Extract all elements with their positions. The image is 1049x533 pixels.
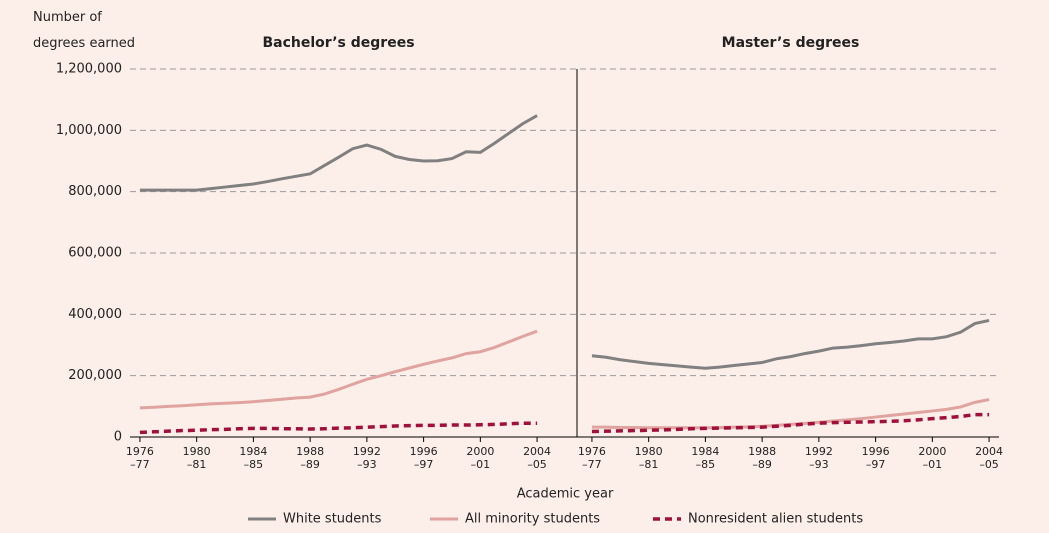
series-line bbox=[139, 329, 538, 410]
x-tick-label: 1992 –93 bbox=[353, 445, 381, 471]
x-tick-label: 1980 –81 bbox=[635, 445, 663, 471]
legend-label: Nonresident alien students bbox=[688, 512, 863, 527]
legend-item: Nonresident alien students bbox=[653, 512, 863, 527]
panel-title: Master’s degrees bbox=[722, 35, 860, 51]
series-line bbox=[591, 319, 990, 370]
y-tick-label: 600,000 bbox=[68, 246, 122, 261]
series-line bbox=[591, 412, 990, 434]
x-tick-label: 2000 –01 bbox=[466, 445, 494, 471]
series-line bbox=[139, 421, 538, 435]
x-tick-label: 2000 –01 bbox=[918, 445, 946, 471]
x-tick-label: 1988 –89 bbox=[748, 445, 776, 471]
y-tick-label: 400,000 bbox=[68, 307, 122, 322]
x-tick-label: 2004 –05 bbox=[975, 445, 1003, 471]
x-tick-label: 1984 –85 bbox=[239, 445, 267, 471]
series-line bbox=[139, 114, 538, 192]
x-axis-label: Academic year bbox=[517, 487, 614, 502]
x-tick-label: 1996 –97 bbox=[862, 445, 890, 471]
x-tick-label: 1996 –97 bbox=[410, 445, 438, 471]
x-tick-label: 1976 –77 bbox=[126, 445, 154, 471]
y-tick-label: 200,000 bbox=[68, 368, 122, 383]
x-tick-label: 1992 –93 bbox=[805, 445, 833, 471]
x-tick-label: 2004 –05 bbox=[523, 445, 551, 471]
y-tick-label: 1,200,000 bbox=[56, 62, 122, 77]
series-line bbox=[591, 398, 990, 430]
y-axis-label: Number of degrees earned bbox=[33, 10, 135, 51]
x-tick-label: 1980 –81 bbox=[183, 445, 211, 471]
panel-title: Bachelor’s degrees bbox=[262, 35, 414, 51]
y-tick-label: 800,000 bbox=[68, 184, 122, 199]
legend-item: White students bbox=[248, 512, 382, 527]
legend-label: All minority students bbox=[465, 512, 600, 527]
x-tick-label: 1984 –85 bbox=[691, 445, 719, 471]
legend-item: All minority students bbox=[430, 512, 600, 527]
x-tick-label: 1976 –77 bbox=[578, 445, 606, 471]
y-tick-label: 1,000,000 bbox=[56, 123, 122, 138]
x-tick-label: 1988 –89 bbox=[296, 445, 324, 471]
legend-label: White students bbox=[283, 512, 382, 527]
y-tick-label: 0 bbox=[114, 430, 122, 445]
